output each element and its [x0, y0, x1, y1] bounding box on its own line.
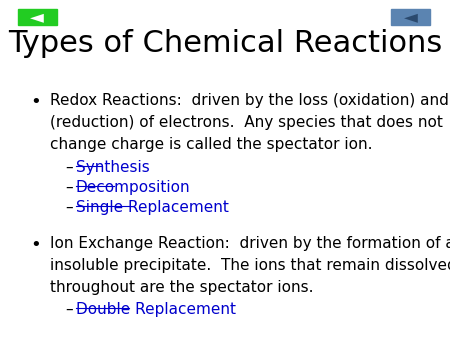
Text: Types of Chemical Reactions: Types of Chemical Reactions — [8, 29, 442, 58]
Text: Decomposition: Decomposition — [76, 180, 191, 195]
Text: ◄: ◄ — [404, 8, 418, 26]
Text: Redox Reactions:  driven by the loss (oxidation) and gain: Redox Reactions: driven by the loss (oxi… — [50, 93, 450, 108]
Text: change charge is called the spectator ion.: change charge is called the spectator io… — [50, 137, 373, 152]
Text: Synthesis: Synthesis — [76, 160, 150, 175]
Text: –: – — [65, 160, 73, 175]
Text: (reduction) of electrons.  Any species that does not: (reduction) of electrons. Any species th… — [50, 115, 443, 130]
Text: •: • — [31, 93, 41, 111]
Text: •: • — [31, 236, 41, 254]
Text: Single Replacement: Single Replacement — [76, 200, 229, 215]
Text: insoluble precipitate.  The ions that remain dissolved: insoluble precipitate. The ions that rem… — [50, 258, 450, 272]
Text: –: – — [65, 200, 73, 215]
Bar — [392, 9, 430, 25]
Text: –: – — [65, 302, 73, 317]
Text: –: – — [65, 180, 73, 195]
Text: Ion Exchange Reaction:  driven by the formation of an: Ion Exchange Reaction: driven by the for… — [50, 236, 450, 250]
Bar — [18, 9, 57, 25]
Text: ◄: ◄ — [30, 8, 44, 26]
Text: Double Replacement: Double Replacement — [76, 302, 236, 317]
Text: throughout are the spectator ions.: throughout are the spectator ions. — [50, 280, 314, 295]
